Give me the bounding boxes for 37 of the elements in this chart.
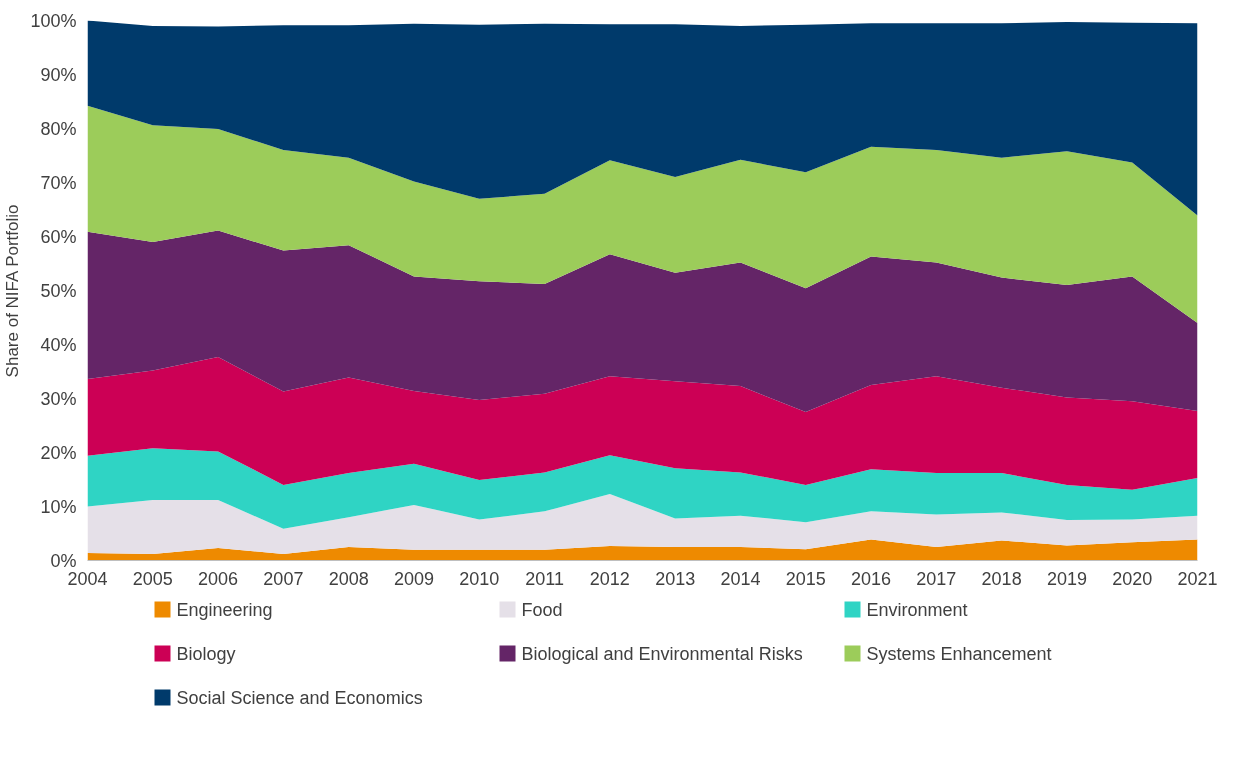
x-tick-label: 2004 bbox=[67, 568, 108, 589]
legend-label: Engineering bbox=[176, 599, 273, 620]
y-tick-label: 80% bbox=[40, 118, 77, 139]
x-tick-label: 2015 bbox=[785, 568, 826, 589]
y-tick-label: 60% bbox=[40, 226, 77, 247]
x-tick-label: 2014 bbox=[720, 568, 761, 589]
x-tick-label: 2008 bbox=[328, 568, 369, 589]
y-axis-title: Share of NIFA Portfolio bbox=[3, 204, 23, 378]
x-tick-label: 2012 bbox=[589, 568, 630, 589]
y-tick-label: 30% bbox=[40, 388, 77, 409]
x-tick-label: 2018 bbox=[981, 568, 1022, 589]
y-tick-label: 100% bbox=[30, 10, 77, 31]
x-tick-label: 2005 bbox=[132, 568, 173, 589]
legend-label: Biology bbox=[176, 643, 236, 664]
x-tick-label: 2007 bbox=[263, 568, 304, 589]
x-tick-label: 2021 bbox=[1177, 568, 1218, 589]
legend-label: Systems Enhancement bbox=[866, 643, 1052, 664]
legend-label: Environment bbox=[866, 599, 968, 620]
legend-label: Biological and Environmental Risks bbox=[521, 643, 803, 664]
legend-label: Social Science and Economics bbox=[176, 687, 423, 708]
y-tick-label: 20% bbox=[40, 442, 77, 463]
y-tick-label: 90% bbox=[40, 64, 77, 85]
x-tick-label: 2010 bbox=[459, 568, 500, 589]
x-tick-label: 2006 bbox=[198, 568, 239, 589]
x-tick-label: 2017 bbox=[916, 568, 957, 589]
x-tick-label: 2009 bbox=[393, 568, 434, 589]
legend-label: Food bbox=[521, 599, 563, 620]
y-tick-label: 10% bbox=[40, 496, 77, 517]
x-tick-label: 2011 bbox=[525, 568, 564, 589]
y-tick-label: 70% bbox=[40, 172, 77, 193]
x-tick-label: 2016 bbox=[851, 568, 892, 589]
x-tick-label: 2019 bbox=[1046, 568, 1087, 589]
x-tick-label: 2020 bbox=[1112, 568, 1153, 589]
y-tick-label: 50% bbox=[40, 280, 77, 301]
y-tick-label: 40% bbox=[40, 334, 77, 355]
x-tick-label: 2013 bbox=[655, 568, 696, 589]
y-tick-label: 0% bbox=[50, 550, 77, 571]
